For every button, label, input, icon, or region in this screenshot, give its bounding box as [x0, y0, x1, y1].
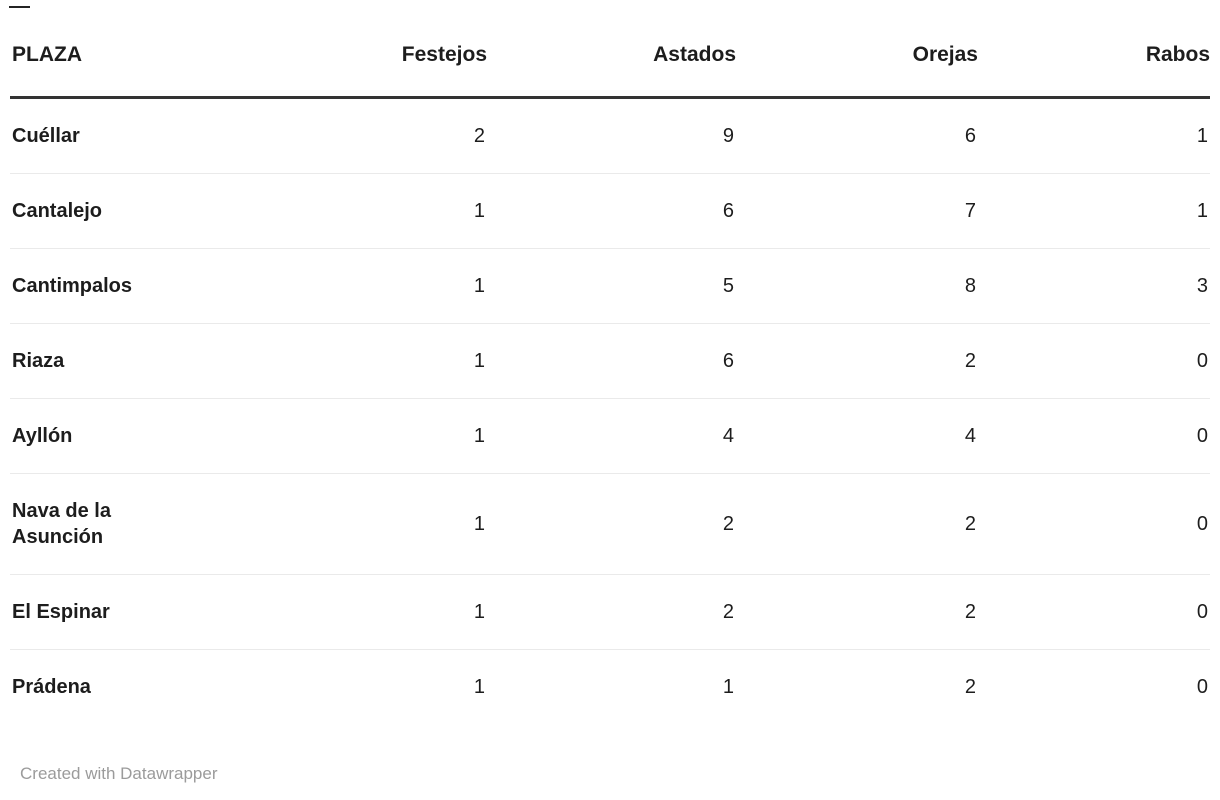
- cell-value: 2: [736, 574, 978, 650]
- table-row: El Espinar 1 2 2 0: [10, 574, 1210, 650]
- top-left-mark: [9, 6, 30, 8]
- cell-value: 0: [1196, 676, 1208, 698]
- row-label: Riaza: [10, 323, 160, 399]
- cell-value: 4: [487, 398, 736, 474]
- cell-value: 1: [978, 97, 1210, 174]
- cell-value: 7: [736, 173, 978, 249]
- row-label: Cuéllar: [10, 97, 160, 174]
- cell-value: 1: [160, 398, 487, 474]
- table-row: Riaza 1 6 2 0: [10, 323, 1210, 399]
- cell-value: 4: [736, 398, 978, 474]
- cell-value: 2: [736, 473, 978, 575]
- cell-value: 1: [160, 248, 487, 324]
- cell-value: 0: [978, 574, 1210, 650]
- cell-value: 5: [487, 248, 736, 324]
- cell-value: 2: [487, 574, 736, 650]
- cell-value: 1: [160, 323, 487, 399]
- cell-value: 6: [487, 173, 736, 249]
- cell-value: 2: [964, 676, 976, 698]
- cell-value: 2: [487, 473, 736, 575]
- cell-value: 1: [160, 173, 487, 249]
- cell-value: 9: [487, 97, 736, 174]
- table-footer: Created with Datawrapper: [20, 764, 1210, 784]
- cell-value: 6: [487, 323, 736, 399]
- table-row: Cuéllar 2 9 6 1: [10, 97, 1210, 174]
- table-row: Ayllón 1 4 4 0: [10, 398, 1210, 474]
- row-label: Nava de la Asunción: [10, 473, 160, 575]
- column-header-astados: Astados: [487, 41, 736, 99]
- cell-value: 1: [473, 676, 485, 698]
- table-header-row: PLAZA Festejos Astados Orejas Rabos: [10, 41, 1210, 99]
- cell-value: 1: [722, 676, 734, 698]
- table-row: Cantalejo 1 6 7 1: [10, 173, 1210, 249]
- cell-value: 3: [978, 248, 1210, 324]
- column-header-rabos: Rabos: [978, 41, 1210, 99]
- column-header-plaza: PLAZA: [10, 41, 160, 99]
- table-row: Cantimpalos 1 5 8 3: [10, 248, 1210, 324]
- table-row: Nava de la Asunción 1 2 2 0: [10, 473, 1210, 575]
- cell-value: 1: [978, 173, 1210, 249]
- data-table: PLAZA Festejos Astados Orejas Rabos Cuél…: [10, 41, 1210, 724]
- cell-value: 6: [736, 97, 978, 174]
- cell-value: 8: [736, 248, 978, 324]
- column-header-orejas: Orejas: [736, 41, 978, 99]
- row-label: Cantimpalos: [10, 248, 160, 324]
- cell-value: 0: [978, 473, 1210, 575]
- cell-value: 0: [978, 398, 1210, 474]
- cell-value: 0: [978, 323, 1210, 399]
- cell-value: 2: [160, 97, 487, 174]
- cell-value: 1: [160, 473, 487, 575]
- table-row: Prádena 1 1 2 0: [10, 650, 1210, 725]
- row-label: Prádena: [12, 676, 91, 698]
- column-header-festejos: Festejos: [160, 41, 487, 99]
- cell-value: 1: [160, 574, 487, 650]
- row-label: Ayllón: [10, 398, 160, 474]
- row-label: El Espinar: [10, 574, 160, 650]
- table-body: Cuéllar 2 9 6 1 Cantalejo 1 6 7 1 Cantimpalos 1 5 8 3 R…: [10, 97, 1210, 725]
- datawrapper-credit-link[interactable]: Created with Datawrapper: [20, 764, 218, 783]
- row-label: Cantalejo: [10, 173, 160, 249]
- cell-value: 2: [736, 323, 978, 399]
